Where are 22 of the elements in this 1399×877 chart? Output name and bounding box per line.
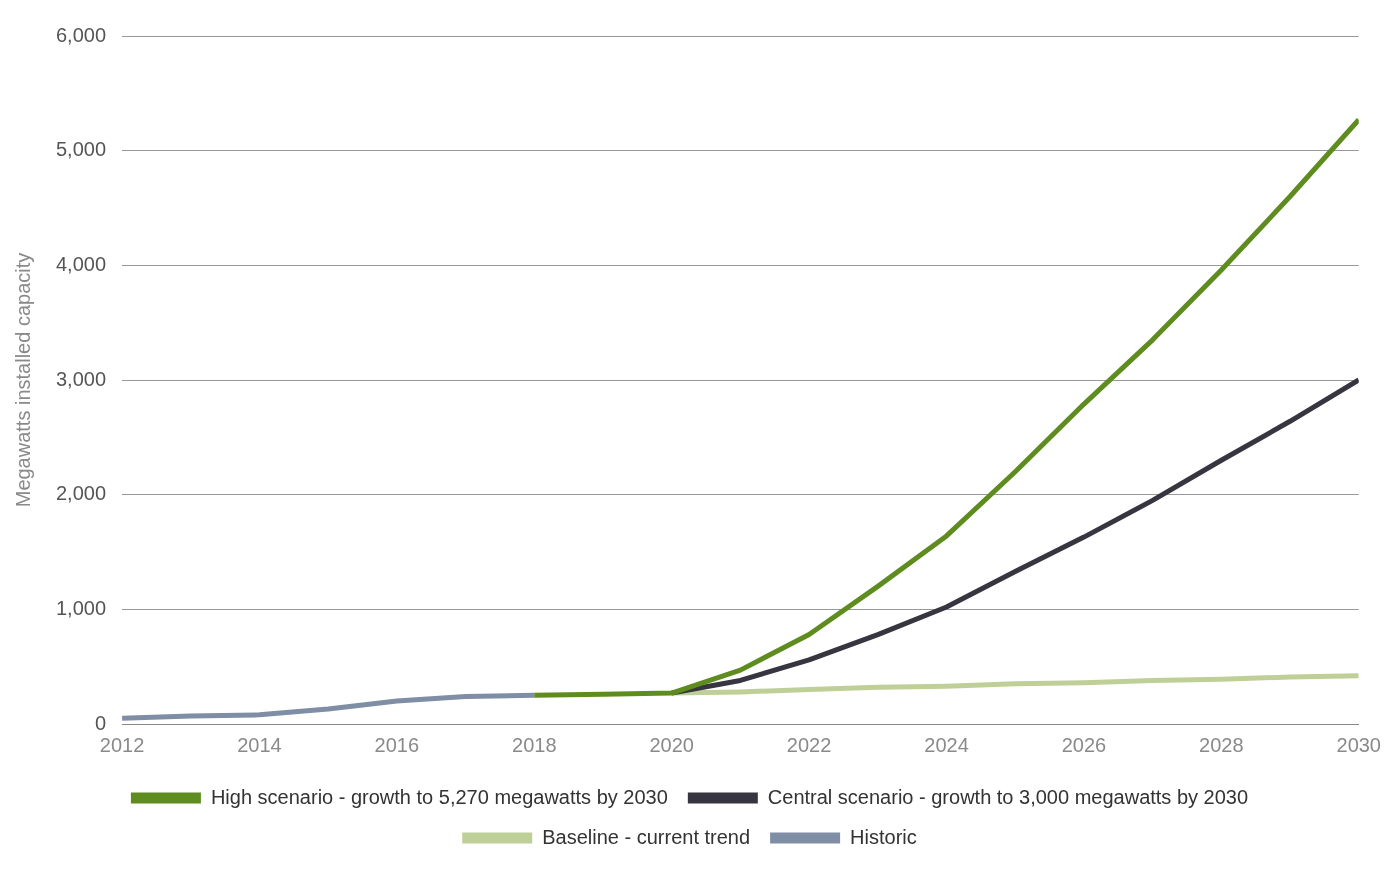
x-tick-label: 2026 [1061, 733, 1107, 756]
y-tick-label: 6,000 [55, 23, 107, 46]
x-tick-label: 2030 [1336, 733, 1381, 756]
legend-label: High scenario - growth to 5,270 megawatts by 2030 [210, 785, 668, 808]
y-tick-label: 3,000 [55, 367, 107, 390]
y-tick-label: 2,000 [55, 482, 107, 505]
x-tick-label: 2018 [512, 733, 557, 756]
y-axis-title: Megawatts installed capacity [11, 252, 34, 508]
x-tick-label: 2016 [374, 733, 420, 756]
legend-label: Central scenario - growth to 3,000 megawatts by 2030 [767, 785, 1249, 808]
y-tick-label: 5,000 [55, 138, 107, 161]
x-tick-label: 2012 [99, 733, 145, 756]
y-tick-label: 0 [94, 711, 107, 734]
x-tick-label: 2024 [924, 733, 969, 756]
x-tick-label: 2022 [786, 733, 832, 756]
x-tick-label: 2014 [237, 733, 282, 756]
y-tick-label: 1,000 [55, 596, 107, 619]
legend-label: Baseline - current trend [542, 825, 751, 848]
x-tick-label: 2028 [1199, 733, 1244, 756]
legend-label: Historic [850, 825, 917, 848]
x-tick-label: 2020 [649, 733, 694, 756]
y-tick-label: 4,000 [55, 252, 107, 275]
